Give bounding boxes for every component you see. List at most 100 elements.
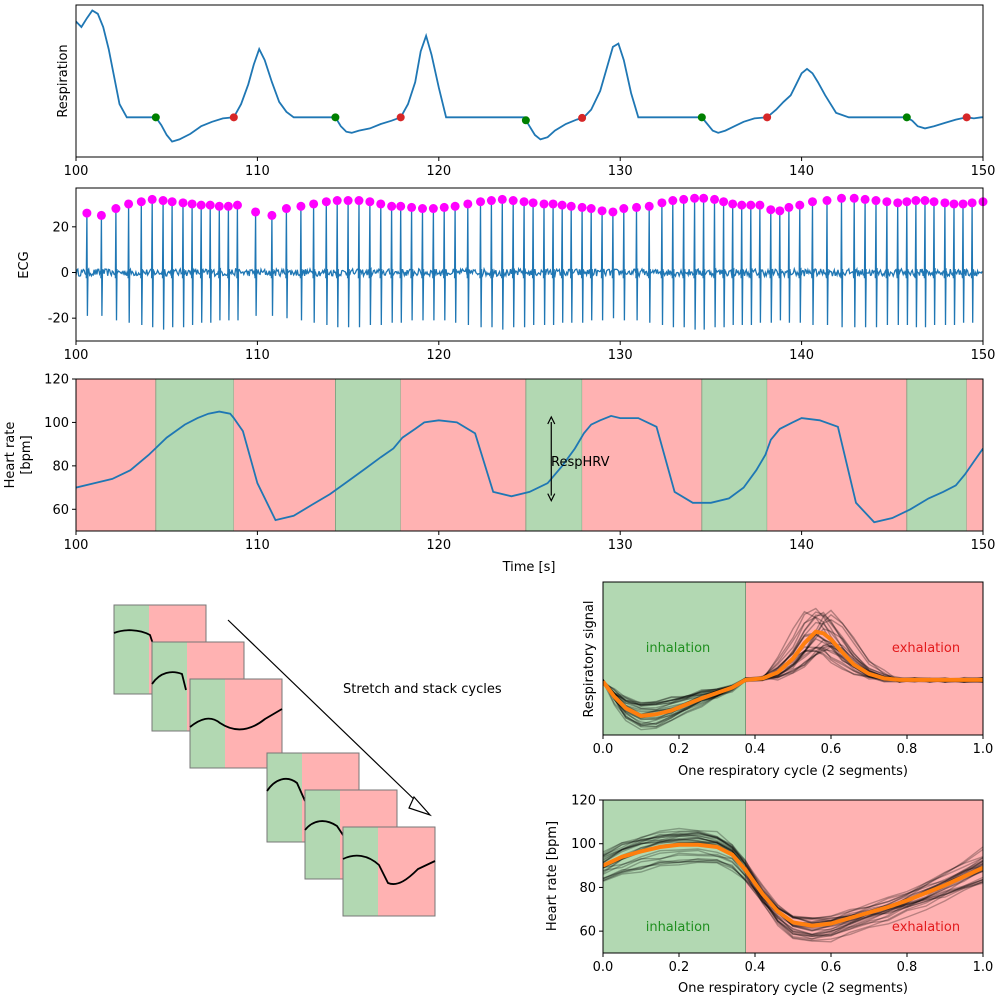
heart-rate-cycle-trace [603,831,983,940]
card-inhalation-region [114,605,149,694]
respiration-xtick-label: 140 [789,164,814,179]
r-peak-marker [586,204,596,214]
r-peak-marker [124,199,134,209]
r-peak-marker [539,199,549,209]
r-peak-marker [699,193,709,203]
hr-cycle-ytick-label: 80 [579,881,596,896]
ecg-ytick-label: -20 [48,312,69,327]
ecg-xtick-label: 140 [789,348,814,363]
r-peak-marker [136,197,146,207]
stack-illustration [113,604,436,917]
r-peak-marker [893,198,903,208]
inhalation-label-bottom: inhalation [646,920,711,935]
r-peak-marker [417,204,427,214]
r-peak-marker [679,194,689,204]
ecg-xtick-label: 130 [608,348,633,363]
exhalation-band [400,379,526,531]
hr-cycle-xtick-label: 0.0 [593,960,614,975]
heart-rate-xtick-label: 120 [426,538,451,553]
r-peak-marker [920,196,930,206]
r-peak-marker [902,197,912,207]
r-peak-marker [365,197,375,207]
exhalation-onset-marker [578,113,587,122]
r-peak-marker [766,205,776,215]
heart-rate-cycle-trace [603,854,983,920]
r-peak-marker [223,201,233,211]
heart-rate-cycle-trace [603,852,983,936]
inhalation-band [335,379,402,531]
exhalation-label-top: exhalation [892,641,960,656]
r-peak-marker [205,200,215,210]
resphrv-arrowhead-up [547,415,556,425]
inhalation-onset-marker [902,113,911,122]
stacked-respiration-panel: inhalation exhalation 0.0 0.2 0.4 0.6 0.8 1.0… [582,581,993,779]
r-peak-marker [755,200,765,210]
card-inhalation-region [305,790,340,879]
respiration-xtick-label: 100 [64,164,89,179]
resp-cycle-xtick-label: 0.8 [897,742,918,757]
hr-cycle-ytick-label: 60 [579,925,596,940]
respiration-panel: 100 110 120 130 140 150 Respiration [56,4,996,179]
r-peak-marker [784,202,794,212]
heart-rate-xtick-label: 100 [64,538,89,553]
exhalation-band [966,379,983,531]
inhalation-region [603,800,746,953]
r-peak-marker [428,204,438,214]
inhalation-band [155,379,235,531]
inhalation-onset-marker [151,113,160,122]
exhalation-onset-marker [229,113,238,122]
inhalation-onset-marker [521,116,530,125]
r-peak-marker [566,201,576,211]
exhalation-onset-marker [763,113,772,122]
r-peak-marker [96,210,106,220]
heart-rate-cycle-trace [603,836,983,940]
r-peak-marker [486,196,496,206]
inhalation-label-top: inhalation [646,641,711,656]
ecg-ylabel: ECG [17,251,32,278]
card-exhalation-region [378,827,435,916]
exhalation-label-bottom: exhalation [892,920,960,935]
r-peak-marker [232,200,242,210]
r-peak-marker [548,199,558,209]
hr-cycle-xtick-label: 0.6 [821,960,842,975]
r-peak-marker [167,197,177,207]
r-peak-marker [214,201,224,211]
card-border [189,678,283,769]
r-peak-marker [519,197,529,207]
r-peak-marker [911,196,921,206]
card-cycle-curve [151,671,187,691]
r-peak-marker [439,202,449,212]
resp-cycle-xtick-label: 0.6 [821,742,842,757]
r-peak-marker [949,199,959,209]
respiration-xtick-label: 150 [971,164,996,179]
heart-rate-ytick-label: 100 [44,416,69,431]
r-peak-marker [321,197,331,207]
heart-rate-ylabel-line1: Heart rate [3,422,18,489]
exhalation-region [745,800,983,953]
r-peak-marker [837,193,847,203]
exhalation-onset-marker [396,113,405,122]
heart-rate-cycle-trace [603,858,983,928]
ecg-panel: 100 110 120 130 140 150 -20 0 20 ECG [17,187,995,363]
r-peak-marker [557,200,567,210]
r-peak-marker [775,206,785,216]
exhalation-band [76,379,156,531]
respiratory-average-line [603,629,983,718]
r-peak-marker [940,198,950,208]
stack-arrowhead [408,795,432,817]
card-cycle-curve [342,854,436,885]
heart-rate-line [76,410,983,524]
r-peak-marker [396,201,406,211]
heart-rate-ytick-label: 120 [44,373,69,388]
r-peak-marker [657,198,667,208]
r-peak-marker [668,196,678,206]
heart-rate-panel: RespHRV 100 110 120 130 140 150 60 80 100 120 He… [3,373,995,576]
r-peak-marker [528,198,538,208]
resp-cycle-xtick-label: 0.2 [669,742,690,757]
exhalation-onset-marker [962,113,971,122]
r-peak-marker [309,199,319,209]
heart-rate-cycle-trace [603,834,983,921]
respiration-ylabel: Respiration [56,44,71,117]
resp-signal-ylabel: Respiratory signal [582,600,597,717]
